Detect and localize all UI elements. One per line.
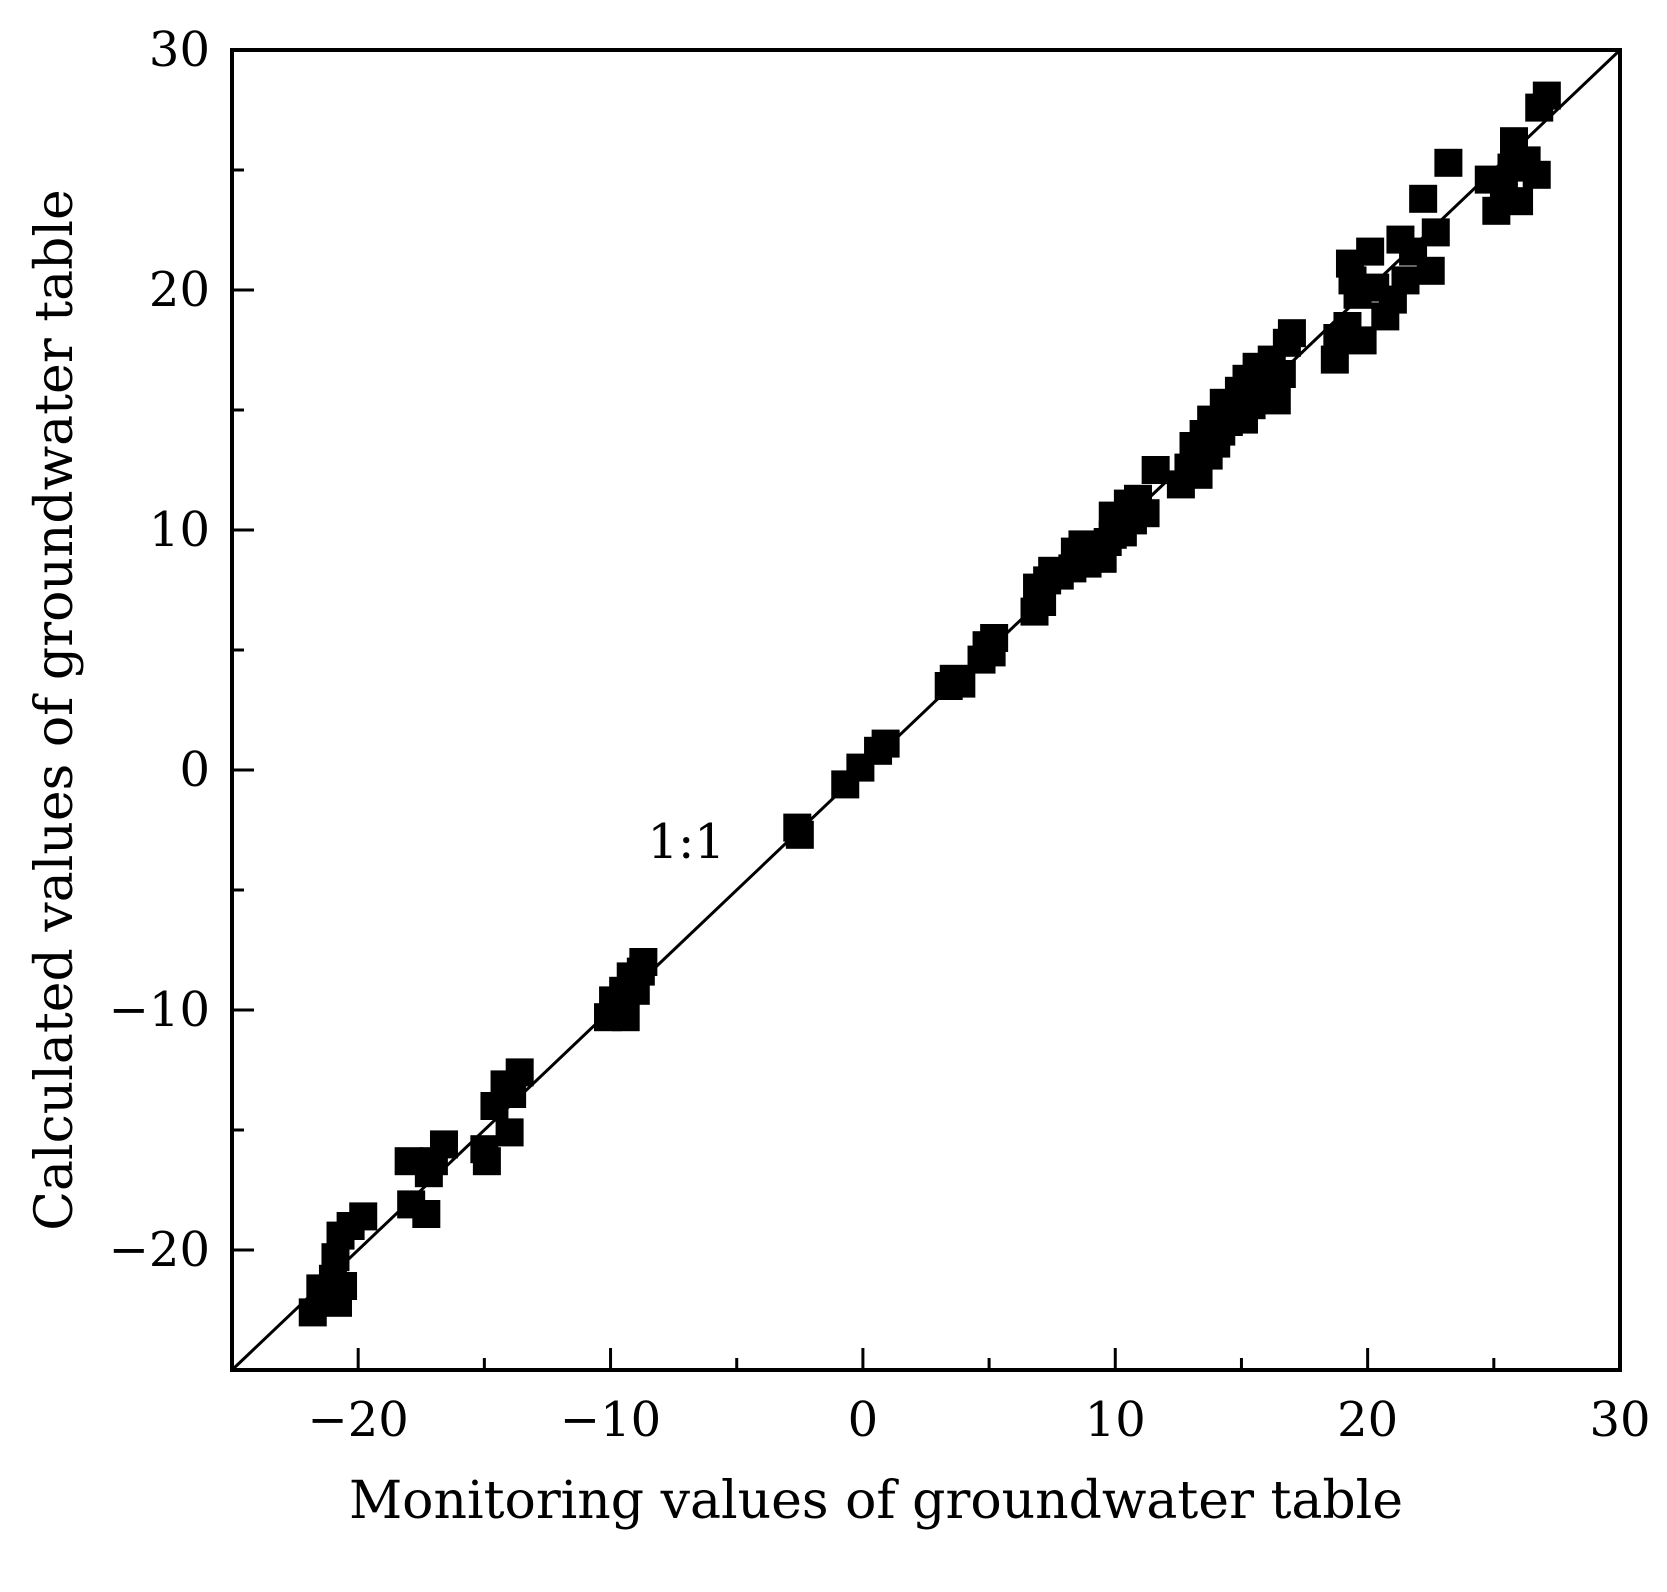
annotation-1-1-label: 1:1 — [648, 814, 725, 870]
data-point — [785, 820, 814, 849]
y-tick-label: −10 — [109, 982, 210, 1038]
data-point — [1262, 386, 1291, 415]
data-point — [1131, 499, 1160, 528]
y-tick-label: 20 — [149, 262, 210, 318]
data-point — [349, 1202, 378, 1231]
y-tick-label: 0 — [179, 742, 210, 798]
data-point — [1421, 218, 1450, 247]
data-point — [1356, 237, 1385, 266]
data-point — [1505, 187, 1534, 216]
reference-line-1-1 — [232, 50, 1620, 1370]
y-tick-label: −20 — [109, 1222, 210, 1278]
x-tick-label: −20 — [308, 1392, 409, 1448]
data-point — [611, 1003, 640, 1032]
x-tick-label: 10 — [1085, 1392, 1146, 1448]
data-point — [871, 729, 900, 758]
data-point — [412, 1200, 441, 1228]
x-tick-label: 0 — [848, 1392, 879, 1448]
data-point — [472, 1147, 501, 1176]
data-point — [429, 1130, 458, 1159]
x-tick-label: 30 — [1589, 1392, 1650, 1448]
data-point — [629, 948, 658, 976]
data-point — [1532, 81, 1561, 110]
data-point — [1434, 148, 1463, 177]
data-point — [1141, 456, 1170, 484]
data-point — [947, 669, 976, 698]
data-point — [329, 1272, 358, 1300]
data-point — [1522, 160, 1551, 189]
data-point — [1277, 319, 1306, 348]
data-point — [1416, 256, 1445, 285]
x-axis-title: Monitoring values of groundwater table — [349, 1471, 1403, 1531]
y-tick-label: 10 — [149, 502, 210, 558]
x-tick-label: −10 — [560, 1392, 661, 1448]
x-tick-label: 20 — [1337, 1392, 1398, 1448]
data-point — [495, 1118, 524, 1147]
data-point — [298, 1298, 327, 1327]
data-point — [980, 624, 1009, 652]
y-tick-label: 30 — [149, 22, 210, 78]
data-point — [1391, 266, 1420, 295]
y-axis-title: Calculated values of groundwater table — [25, 189, 85, 1231]
data-point — [1267, 360, 1296, 388]
data-point — [505, 1058, 534, 1087]
plot-area-frame — [230, 48, 1622, 1372]
data-point — [1409, 184, 1438, 213]
data-point — [1348, 326, 1377, 355]
